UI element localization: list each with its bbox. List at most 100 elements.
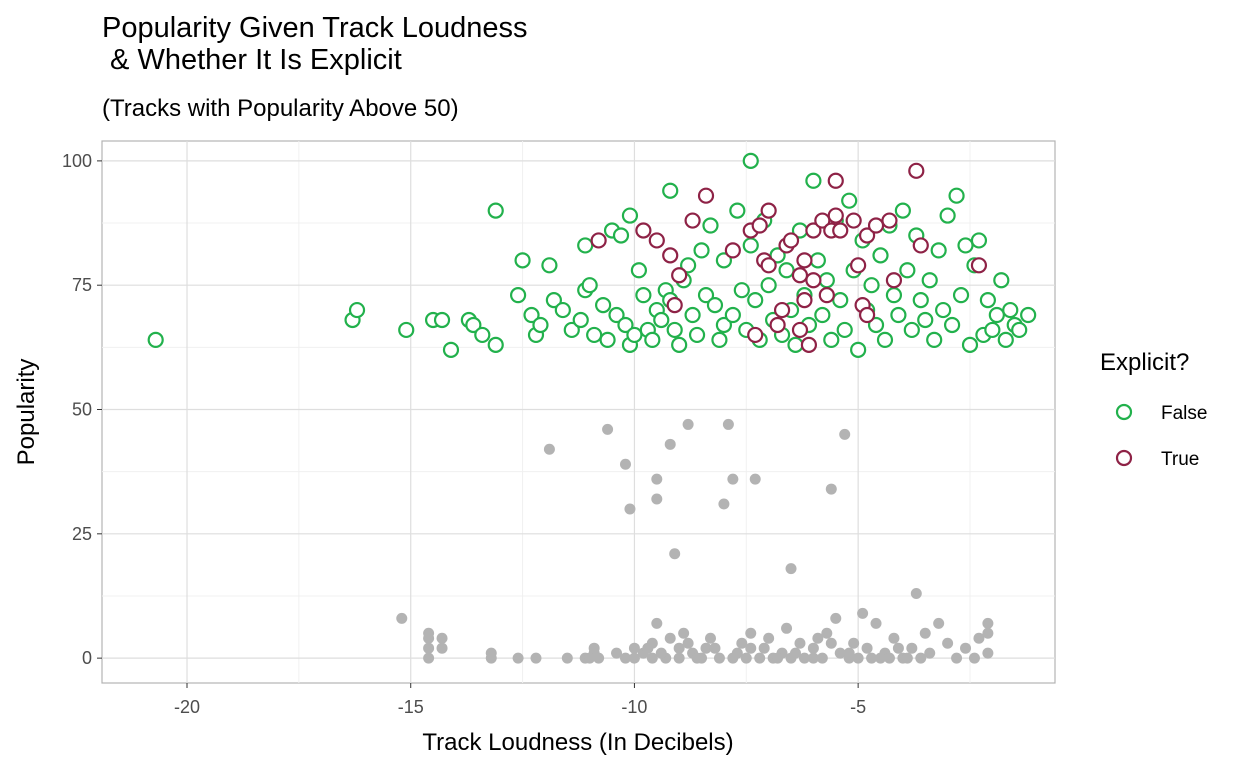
data-point-explicit-false xyxy=(742,152,759,169)
data-point-below-50 xyxy=(396,612,408,624)
data-point-below-50 xyxy=(740,652,752,664)
data-point-explicit-true xyxy=(881,212,898,229)
data-point-explicit-false xyxy=(577,237,594,254)
data-point-below-50 xyxy=(691,652,703,664)
data-point-below-50 xyxy=(785,563,797,575)
data-point-below-50 xyxy=(794,637,806,649)
data-point-explicit-false xyxy=(935,301,952,319)
data-point-below-50 xyxy=(619,458,631,470)
data-point-explicit-false xyxy=(850,341,867,358)
data-point-below-50 xyxy=(713,652,725,664)
data-point-below-50 xyxy=(588,642,600,654)
data-point-explicit-true xyxy=(827,207,844,224)
data-point-below-50 xyxy=(807,642,819,654)
data-point-below-50 xyxy=(642,642,654,654)
data-point-explicit-false xyxy=(724,306,741,324)
data-point-explicit-false xyxy=(509,287,527,304)
data-point-explicit-false xyxy=(1011,321,1028,339)
data-point-below-50 xyxy=(789,647,801,659)
data-point-below-50 xyxy=(602,423,614,435)
data-point-explicit-true xyxy=(845,212,862,229)
data-point-explicit-false xyxy=(872,247,889,264)
data-point-explicit-false xyxy=(688,326,706,344)
data-point-explicit-false xyxy=(787,336,804,353)
data-point-below-50 xyxy=(700,642,712,654)
data-point-below-50 xyxy=(942,637,954,649)
data-point-explicit-true xyxy=(832,222,849,239)
data-point-explicit-false xyxy=(532,316,549,334)
data-point-explicit-false xyxy=(760,277,777,294)
data-point-below-50 xyxy=(982,617,994,629)
data-point-below-50 xyxy=(781,622,793,634)
data-point-below-50 xyxy=(933,617,945,629)
x-tick-label: -10 xyxy=(621,697,647,717)
data-point-below-50 xyxy=(673,652,685,664)
data-point-explicit-false xyxy=(644,331,661,348)
data-point-explicit-true xyxy=(782,232,800,249)
data-point-below-50 xyxy=(924,647,936,659)
data-point-explicit-false xyxy=(563,321,580,339)
data-point-below-50 xyxy=(593,652,605,664)
data-point-below-50 xyxy=(651,473,663,485)
data-point-explicit-false xyxy=(666,321,683,339)
data-point-explicit-false xyxy=(943,316,961,334)
data-point-explicit-false xyxy=(1002,301,1019,319)
data-point-explicit-false xyxy=(841,192,858,209)
grid-minor xyxy=(102,141,1055,683)
data-point-explicit-false xyxy=(626,326,643,344)
data-point-explicit-false xyxy=(961,336,979,353)
data-point-explicit-false xyxy=(926,331,943,348)
data-point-explicit-false xyxy=(684,306,701,324)
data-point-below-50 xyxy=(485,647,497,659)
data-point-explicit-false xyxy=(635,287,652,304)
data-point-explicit-false xyxy=(653,311,670,329)
data-point-explicit-false xyxy=(930,242,947,259)
data-point-explicit-false xyxy=(487,202,504,219)
data-point-explicit-false xyxy=(617,316,634,334)
y-tick-label: 50 xyxy=(72,400,92,420)
legend-label-false: False xyxy=(1161,403,1207,424)
data-point-explicit-false xyxy=(823,331,840,348)
data-point-below-50 xyxy=(530,652,542,664)
data-point-explicit-false xyxy=(630,262,648,279)
data-point-explicit-false xyxy=(474,326,491,344)
data-point-explicit-false xyxy=(706,296,724,314)
data-point-explicit-false xyxy=(711,331,728,348)
data-point-below-50 xyxy=(423,652,435,664)
data-point-explicit-false xyxy=(984,321,1001,339)
data-point-explicit-false xyxy=(778,262,795,279)
data-point-explicit-true xyxy=(697,187,715,204)
data-point-below-50 xyxy=(968,652,980,664)
data-point-explicit-false xyxy=(979,292,996,309)
data-point-explicit-false xyxy=(970,232,988,249)
y-tick-label: 100 xyxy=(62,151,92,171)
data-point-explicit-true xyxy=(662,247,679,264)
data-point-explicit-true xyxy=(684,212,701,229)
data-point-below-50 xyxy=(821,627,833,639)
data-point-explicit-false xyxy=(554,301,571,319)
data-point-explicit-true xyxy=(796,292,813,309)
data-point-explicit-true xyxy=(648,232,665,249)
data-point-below-50 xyxy=(816,652,828,664)
data-point-explicit-false xyxy=(814,306,831,324)
data-point-explicit-false xyxy=(733,282,750,299)
data-point-explicit-false xyxy=(921,272,938,289)
data-point-explicit-false xyxy=(581,277,598,294)
data-point-explicit-false xyxy=(442,341,460,358)
data-point-explicit-true xyxy=(912,237,929,254)
data-point-explicit-false xyxy=(487,336,504,353)
x-tick-label: -5 xyxy=(850,697,866,717)
data-point-explicit-false xyxy=(899,262,916,279)
data-point-below-50 xyxy=(704,632,716,644)
data-point-below-50 xyxy=(807,652,819,664)
data-point-below-50 xyxy=(436,632,448,644)
y-tick-label: 0 xyxy=(82,648,92,668)
legend-key-true xyxy=(1115,449,1133,467)
data-point-explicit-false xyxy=(742,237,759,254)
data-point-below-50 xyxy=(982,647,994,659)
data-point-explicit-false xyxy=(809,252,826,269)
data-point-explicit-false xyxy=(697,287,715,304)
x-axis-ticks: -20 -15 -10 -5 xyxy=(174,683,866,717)
data-point-explicit-false xyxy=(621,207,639,224)
